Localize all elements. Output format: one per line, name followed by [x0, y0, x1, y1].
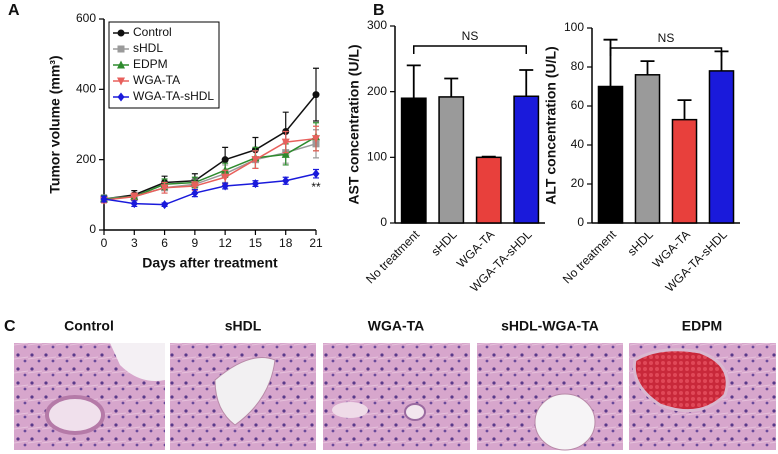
- panel-label: C: [4, 318, 16, 335]
- y-tick-label: 200: [76, 152, 96, 166]
- x-tick-label: sHDL: [625, 227, 656, 258]
- error-bar: [603, 38, 618, 87]
- marker: [221, 181, 229, 191]
- y-tick-label: 300: [367, 18, 387, 32]
- series-line: [103, 94, 317, 200]
- marker: [190, 182, 199, 191]
- x-tick-label: No treatment: [363, 227, 422, 286]
- marker: [160, 184, 169, 193]
- marker: [281, 138, 290, 147]
- image-title: Control: [64, 318, 114, 334]
- significance-bracket: [609, 47, 723, 56]
- bar: [597, 85, 624, 224]
- bar: [708, 70, 735, 224]
- error-bar: [406, 64, 421, 99]
- marker: [312, 135, 320, 144]
- legend-label: WGA-TA-sHDL: [133, 89, 214, 103]
- y-tick-label: 80: [571, 59, 585, 73]
- x-tick-label: 21: [309, 236, 323, 250]
- legend-label: Control: [133, 25, 172, 39]
- x-tick-label: sHDL: [428, 227, 459, 258]
- y-tick-label: 600: [76, 11, 96, 25]
- y-tick-label: 100: [367, 150, 387, 164]
- x-tick-label: 12: [218, 236, 232, 250]
- bar: [634, 74, 661, 224]
- marker: [221, 173, 230, 182]
- histology-image: Control: [14, 318, 165, 450]
- y-tick-label: 100: [564, 20, 584, 34]
- x-tick-label: 6: [161, 236, 168, 250]
- panel-label: B: [373, 2, 385, 19]
- legend-label: sHDL: [133, 41, 163, 55]
- error-bar: [677, 99, 692, 120]
- error-bar: [640, 60, 655, 75]
- x-tick-label: 9: [192, 236, 199, 250]
- histology-image: sHDL: [170, 318, 316, 450]
- x-tick-label: No treatment: [560, 227, 619, 286]
- marker: [251, 156, 260, 165]
- annotation: NS: [462, 29, 479, 43]
- image-title: WGA-TA: [368, 318, 425, 334]
- marker: [221, 156, 229, 164]
- x-tick-label: 3: [131, 236, 138, 250]
- marker: [282, 176, 290, 186]
- bar: [438, 96, 465, 224]
- y-axis-label: ALT concentration (U/L): [543, 46, 559, 204]
- y-tick-label: 400: [76, 82, 96, 96]
- x-tick-label: 0: [101, 236, 108, 250]
- marker: [251, 179, 259, 189]
- x-tick-label: 15: [249, 236, 263, 250]
- marker: [100, 194, 108, 204]
- y-axis-label: Tumor volume (mm³): [47, 55, 63, 193]
- marker: [130, 199, 138, 209]
- legend-label: WGA-TA: [133, 73, 180, 87]
- bar: [400, 97, 427, 224]
- annotation: NS: [658, 31, 675, 45]
- y-axis-label: AST concentration (U/L): [346, 44, 362, 204]
- marker: [161, 200, 169, 210]
- marker: [117, 29, 125, 37]
- marker: [312, 169, 320, 179]
- y-tick-label: 0: [380, 215, 387, 229]
- y-tick-label: 40: [571, 137, 585, 151]
- y-tick-label: 60: [571, 98, 585, 112]
- marker: [117, 77, 125, 86]
- x-axis-label: Days after treatment: [142, 255, 278, 271]
- series-line: [103, 173, 317, 206]
- x-tick-label: 18: [279, 236, 293, 250]
- error-bar: [519, 69, 534, 97]
- error-bar: [444, 77, 459, 97]
- histology-image: EDPM: [629, 318, 776, 450]
- histology-image: WGA-TA: [323, 318, 470, 450]
- y-tick-label: 20: [571, 176, 585, 190]
- image-title: sHDL: [225, 318, 262, 334]
- image-title: EDPM: [682, 318, 722, 334]
- series-line: [103, 137, 317, 201]
- marker: [117, 45, 125, 53]
- marker: [312, 91, 320, 99]
- marker: [117, 60, 125, 69]
- annotation: **: [311, 180, 321, 194]
- significance-bracket: [413, 45, 527, 54]
- image-title: sHDL-WGA-TA: [501, 318, 599, 334]
- bar: [475, 156, 502, 224]
- bar: [671, 118, 698, 224]
- legend-label: EDPM: [133, 57, 168, 71]
- y-tick-label: 200: [367, 84, 387, 98]
- marker: [117, 92, 125, 102]
- y-tick-label: 0: [89, 222, 96, 236]
- marker: [281, 149, 290, 158]
- y-tick-label: 0: [577, 215, 584, 229]
- panel-label: A: [8, 2, 20, 19]
- bar: [513, 95, 540, 224]
- histology-image: sHDL-WGA-TA: [477, 318, 623, 451]
- marker: [191, 188, 199, 198]
- marker: [130, 193, 139, 202]
